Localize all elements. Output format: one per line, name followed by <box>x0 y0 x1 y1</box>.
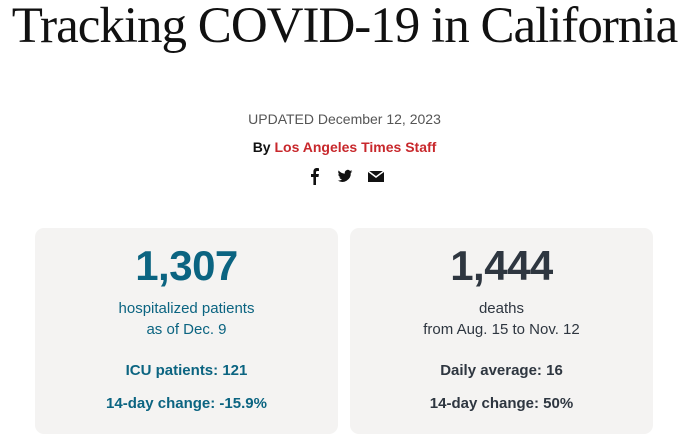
hospitalized-count: 1,307 <box>135 242 238 289</box>
deaths-count: 1,444 <box>450 242 553 289</box>
author-link[interactable]: Los Angeles Times Staff <box>274 139 437 155</box>
byline: By Los Angeles Times Staff <box>0 139 689 155</box>
updated-date: UPDATED December 12, 2023 <box>248 111 441 127</box>
hospitalizations-card: 1,307 hospitalized patients as of Dec. 9 … <box>35 228 338 434</box>
hospitalized-label: hospitalized patients <box>118 300 255 317</box>
daily-average: Daily average: 16 <box>440 362 563 379</box>
twitter-icon[interactable] <box>337 167 353 185</box>
deaths-label: deaths <box>478 300 525 317</box>
email-icon[interactable] <box>367 167 384 185</box>
hospitalized-date: as of Dec. 9 <box>146 321 227 338</box>
byline-prefix: By <box>252 139 271 155</box>
deaths-date-range: from Aug. 15 to Nov. 12 <box>423 321 580 338</box>
facebook-icon[interactable] <box>307 167 323 185</box>
deaths-card: 1,444 deaths from Aug. 15 to Nov. 12 Dail… <box>350 228 653 434</box>
page-title: Tracking COVID-19 in California <box>11 0 678 54</box>
icu-patients: ICU patients: 121 <box>125 362 248 379</box>
hospital-14-day-change: 14-day change: -15.9% <box>106 395 267 412</box>
deaths-14-day-change: 14-day change: 50% <box>429 395 574 412</box>
share-bar <box>0 167 689 185</box>
